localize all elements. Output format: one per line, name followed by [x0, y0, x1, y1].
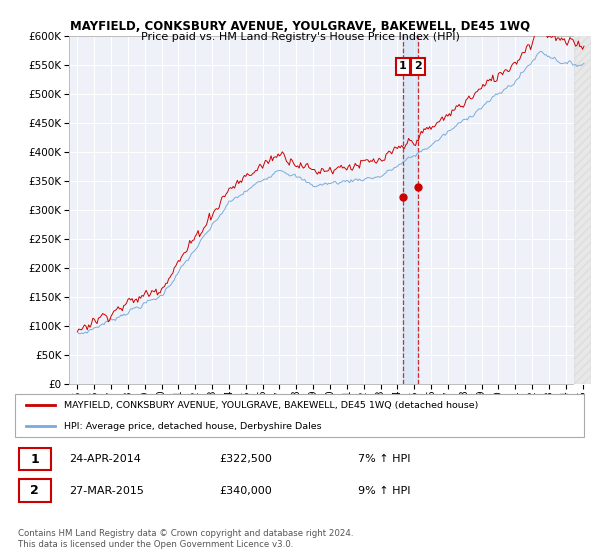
- Text: 27-MAR-2015: 27-MAR-2015: [70, 486, 145, 496]
- Text: MAYFIELD, CONKSBURY AVENUE, YOULGRAVE, BAKEWELL, DE45 1WQ: MAYFIELD, CONKSBURY AVENUE, YOULGRAVE, B…: [70, 20, 530, 32]
- FancyBboxPatch shape: [19, 447, 50, 470]
- Text: 2: 2: [415, 62, 422, 72]
- Text: £340,000: £340,000: [220, 486, 272, 496]
- Text: 2: 2: [30, 484, 39, 497]
- Text: 1: 1: [30, 452, 39, 465]
- Text: 1: 1: [399, 62, 407, 72]
- Text: 24-APR-2014: 24-APR-2014: [70, 454, 142, 464]
- Text: 9% ↑ HPI: 9% ↑ HPI: [358, 486, 410, 496]
- Bar: [403, 36, 418, 384]
- Text: 7% ↑ HPI: 7% ↑ HPI: [358, 454, 410, 464]
- Text: MAYFIELD, CONKSBURY AVENUE, YOULGRAVE, BAKEWELL, DE45 1WQ (detached house): MAYFIELD, CONKSBURY AVENUE, YOULGRAVE, B…: [64, 401, 478, 410]
- Text: Contains HM Land Registry data © Crown copyright and database right 2024.
This d: Contains HM Land Registry data © Crown c…: [18, 529, 353, 549]
- Text: HPI: Average price, detached house, Derbyshire Dales: HPI: Average price, detached house, Derb…: [64, 422, 322, 431]
- Text: Price paid vs. HM Land Registry's House Price Index (HPI): Price paid vs. HM Land Registry's House …: [140, 32, 460, 43]
- Text: £322,500: £322,500: [220, 454, 272, 464]
- FancyBboxPatch shape: [19, 479, 50, 502]
- FancyBboxPatch shape: [15, 394, 584, 437]
